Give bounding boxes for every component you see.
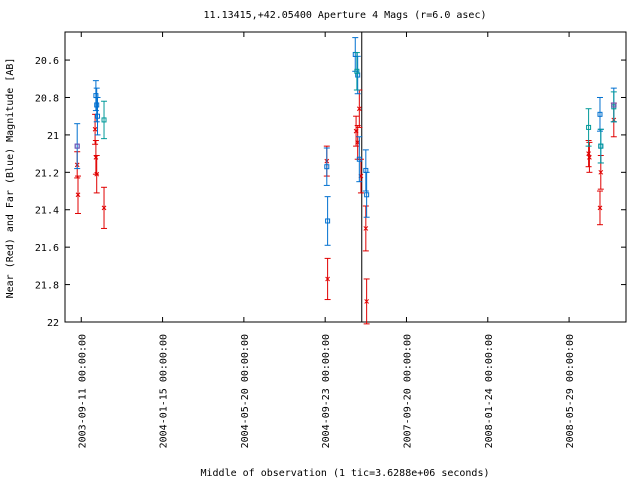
data-point — [364, 192, 370, 198]
x-axis-label: Middle of observation (1 tic=3.6288e+06 … — [201, 468, 490, 479]
x-tick-label: 2004-05-20 00:00:00 — [240, 334, 251, 448]
data-point — [354, 68, 360, 74]
data-point — [95, 113, 101, 119]
data-layer — [74, 37, 617, 325]
y-tick-label: 21.6 — [35, 243, 59, 254]
data-point — [101, 205, 107, 211]
y-tick-label: 21 — [47, 131, 59, 142]
data-point — [94, 102, 100, 108]
data-point — [356, 106, 362, 112]
y-tick-label: 20.8 — [35, 93, 59, 104]
x-tick-label: 2007-09-20 00:00:00 — [402, 334, 413, 448]
data-point — [74, 143, 80, 149]
y-tick-label: 22 — [47, 318, 59, 329]
x-tick-label: 2003-09-11 00:00:00 — [77, 334, 88, 448]
data-point — [93, 155, 99, 160]
data-point — [75, 192, 81, 198]
data-point — [94, 171, 100, 177]
data-point — [586, 151, 591, 156]
x-axis: 2003-09-11 00:00:00 2004-01-15 00:00:00 20… — [77, 32, 576, 448]
data-point — [597, 111, 603, 117]
y-tick-label: 20.6 — [35, 56, 59, 67]
y-axis-label: Near (Red) and Far (Blue) Magnitude [AB] — [5, 58, 16, 299]
data-point — [611, 102, 617, 108]
data-point — [597, 205, 603, 211]
data-point — [598, 169, 604, 175]
data-point — [325, 218, 331, 224]
x-tick-label: 2004-01-15 00:00:00 — [159, 334, 170, 448]
x-tick-label: 2004-09-23 00:00:00 — [321, 334, 332, 448]
data-point — [325, 276, 330, 282]
data-point — [587, 155, 592, 160]
data-point — [364, 299, 369, 304]
plot-area — [64, 31, 627, 323]
data-point — [356, 156, 362, 162]
data-point — [101, 117, 107, 123]
y-tick-label: 21.4 — [35, 206, 59, 217]
chart-title: 11.13415,+42.05400 Aperture 4 Mags (r=6.… — [204, 10, 487, 21]
data-point — [363, 226, 369, 231]
y-tick-label: 21.8 — [35, 281, 59, 292]
y-tick-label: 21.2 — [35, 168, 59, 179]
data-point — [324, 164, 330, 170]
x-tick-label: 2008-05-29 00:00:00 — [565, 334, 576, 448]
x-tick-label: 2008-01-24 00:00:00 — [484, 334, 495, 448]
data-point — [598, 143, 604, 149]
y-axis: 20.6 20.8 21 21.2 21.4 21.6 21.8 22 — [35, 56, 626, 329]
data-point — [586, 124, 592, 130]
data-point — [92, 126, 98, 132]
